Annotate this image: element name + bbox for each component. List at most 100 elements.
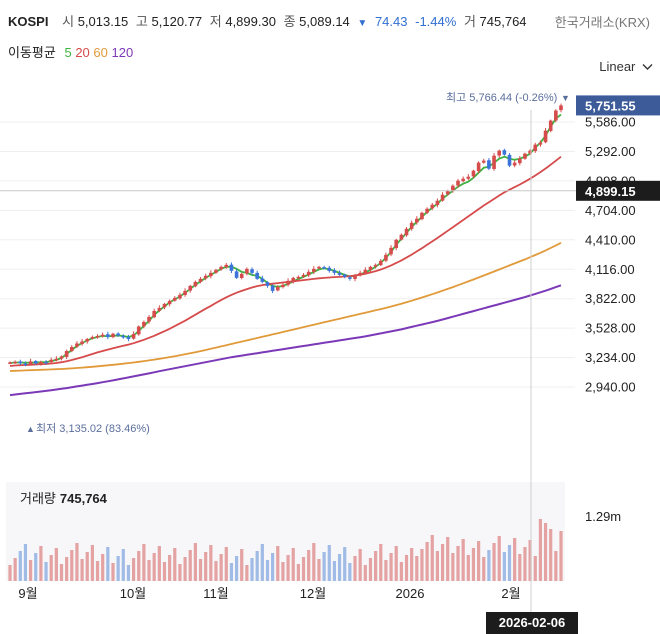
volume-bar <box>193 543 197 581</box>
scale-dropdown[interactable]: Linear <box>599 59 653 74</box>
candle-body <box>147 316 151 322</box>
price-tick-label: 3,234.00 <box>585 350 636 365</box>
candle-body <box>420 212 424 220</box>
candle-body <box>136 326 141 335</box>
volume-bar <box>492 543 496 581</box>
volume-bar <box>358 549 362 581</box>
close-value: 5,089.14 <box>299 14 350 29</box>
volume-bar <box>461 539 465 581</box>
candle-body <box>54 358 59 361</box>
candlesticks <box>8 103 563 367</box>
volume-bar <box>59 564 64 581</box>
ma-line-60 <box>9 241 562 372</box>
candle-body <box>528 150 532 154</box>
candle-body <box>322 267 326 269</box>
volume-bar <box>137 551 141 581</box>
candle-body <box>8 362 12 364</box>
volume-bar <box>121 549 125 581</box>
ma-legend-60: 60 <box>93 45 108 60</box>
candle-body <box>90 336 95 339</box>
volume-bar <box>384 560 388 581</box>
volume-bar <box>178 564 182 581</box>
volume-bar <box>106 547 110 581</box>
candle-body <box>178 294 182 299</box>
volume-bar <box>23 544 28 581</box>
volume-bar <box>85 552 89 581</box>
moving-average-legend[interactable]: 이동평균 5 20 60 120 <box>8 42 133 61</box>
volume-bar <box>13 558 17 581</box>
candle-body <box>126 337 131 339</box>
candle-body <box>209 272 213 277</box>
candle-body <box>559 105 563 111</box>
time-axis-label: 2026 <box>396 586 425 601</box>
candle-body <box>198 278 203 282</box>
candle-body <box>415 218 419 223</box>
candle-body <box>543 130 548 143</box>
candle-body <box>39 362 43 364</box>
price-axis: 5,586.005,292.004,998.004,704.004,410.00… <box>0 95 660 524</box>
candle-body <box>167 300 172 305</box>
volume-bar <box>410 548 414 581</box>
volume-bar <box>554 551 558 581</box>
candle-body <box>116 333 120 336</box>
candle-body <box>461 178 465 182</box>
volume-bar <box>219 554 223 581</box>
volume-bar <box>54 548 58 581</box>
volume-bar <box>198 559 203 581</box>
volume-bar <box>70 550 74 581</box>
candle-body <box>23 363 28 366</box>
candle-body <box>203 275 208 279</box>
volume-bar <box>301 557 306 581</box>
candle-body <box>111 333 115 338</box>
candle-body <box>554 110 558 121</box>
candle-body <box>538 142 543 145</box>
volume-bar <box>440 544 445 581</box>
volume-bar <box>466 555 470 581</box>
volume-label: 거 <box>463 14 476 29</box>
candle-body <box>224 264 229 268</box>
candle-body <box>85 338 90 342</box>
ma-legend-120: 120 <box>111 45 134 60</box>
candle-body <box>142 321 146 327</box>
change-value: 74.43 <box>374 14 408 29</box>
volume-bar <box>173 548 177 581</box>
candle-body <box>28 361 33 365</box>
volume-bar <box>229 563 234 581</box>
volume-bar <box>142 544 146 581</box>
moving-average-lines <box>9 113 562 397</box>
volume-bar <box>477 541 481 581</box>
ma-legend-20: 20 <box>75 45 90 60</box>
price-tick-label: 4,410.00 <box>585 232 636 247</box>
change-percent: -1.44% <box>415 14 457 29</box>
candle-body <box>265 282 270 286</box>
candle-body <box>327 267 332 271</box>
volume-bar <box>44 562 48 581</box>
volume-bar <box>497 536 501 581</box>
candle-body <box>389 247 393 255</box>
candle-body <box>404 228 409 236</box>
candle-body <box>373 264 378 267</box>
volume-bar <box>204 552 208 581</box>
candle-body <box>384 254 388 261</box>
chart-overlay: 최고 5,766.44 (-0.26%) ▼ ▲ 최저 3,135.02 (83.46… <box>26 91 570 435</box>
candle-body <box>337 273 342 275</box>
volume-bar <box>487 550 491 581</box>
volume-bar <box>425 542 429 581</box>
volume-bar <box>307 550 311 581</box>
candle-body <box>250 269 254 273</box>
volume-bar <box>549 529 553 581</box>
volume-bar <box>379 544 383 581</box>
volume-bar <box>162 562 167 581</box>
candle-body <box>533 144 538 152</box>
candle-body <box>399 234 404 240</box>
time-axis-label: 10월 <box>120 586 146 601</box>
candle-body <box>548 120 553 131</box>
candle-body <box>69 346 74 352</box>
volume-bar <box>471 548 476 581</box>
volume-bar <box>8 565 12 581</box>
candle-body <box>219 266 223 270</box>
candle-body <box>425 208 429 213</box>
candle-body <box>481 160 486 163</box>
candle-body <box>121 335 126 338</box>
